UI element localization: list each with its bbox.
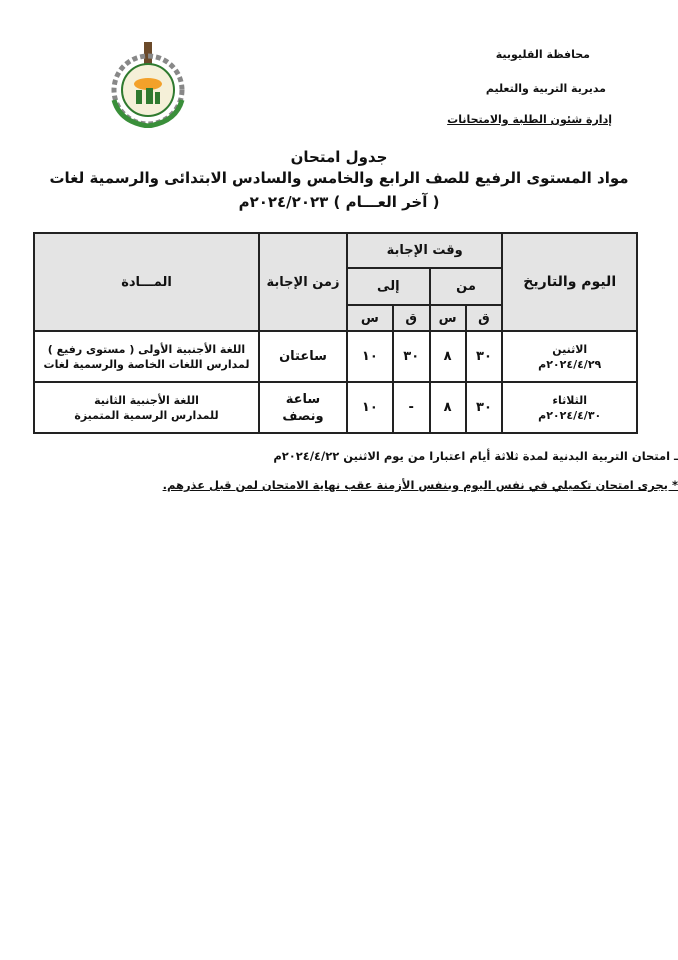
duration-cell: ساعة ونصف (258, 381, 348, 434)
from-minute-cell: ٣٠ (464, 381, 504, 434)
table-row: الثلاثاء ٢٠٢٤/٤/٣٠م ٣٠ ٨ - ١٠ ساعة ونصف ا… (32, 381, 638, 434)
subject-line: اللغة الأجنبية الثانية (94, 393, 199, 407)
from-hour-cell: ٨ (428, 381, 467, 434)
day-date-cell: الاثنين ٢٠٢٤/٤/٢٩م (501, 330, 638, 383)
subject-line: اللغة الأجنبية الأولى ( مستوى رفيع ) (47, 342, 246, 356)
header-to-minute: ق (391, 304, 431, 332)
day: الاثنين (552, 342, 588, 356)
header-day-date: اليوم والتاريخ (501, 232, 638, 332)
to-minute-cell: ٣٠ (391, 330, 431, 383)
header-to: إلى (345, 267, 431, 306)
subject-cell: اللغة الأجنبية الأولى ( مستوى رفيع ) لمدا… (32, 330, 261, 383)
to-minute-cell: - (391, 381, 431, 434)
header-from-minute: ق (464, 304, 504, 332)
day: الثلاثاء (552, 393, 588, 407)
makeup-exam-note: * يجرى امتحان تكميلي في نفس اليوم وبنفس … (162, 478, 678, 492)
pe-exam-note: ـ امتحان التربية البدنية لمدة ثلاثة أيام… (273, 449, 678, 463)
emblem-logo (111, 42, 185, 128)
table-row: الاثنين ٢٠٢٤/٤/٢٩م ٣٠ ٨ ٣٠ ١٠ ساعتان اللغ… (32, 330, 638, 383)
department-label: إدارة شئون الطلبة والامتحانات (447, 113, 612, 126)
header-subject: المـــادة (32, 232, 261, 332)
header-duration: زمن الإجابة (258, 232, 348, 332)
subject-line: لمدارس اللغات الخاصة والرسمية لغات (43, 357, 250, 371)
directorate-label: مديرية التربية والتعليم (485, 82, 606, 95)
header-answer-time: وقت الإجابة (345, 232, 504, 269)
doc-title: جدول امتحان (290, 148, 388, 166)
day-date-cell: الثلاثاء ٢٠٢٤/٤/٣٠م (501, 381, 638, 434)
header-from: من (428, 267, 504, 306)
header-from-hour: س (428, 304, 467, 332)
duration-cell: ساعتان (258, 330, 348, 383)
subject-cell: اللغة الأجنبية الثانية للمدارس الرسمية ال… (32, 381, 261, 434)
date: ٢٠٢٤/٤/٢٩م (538, 357, 602, 371)
doc-subtitle: مواد المستوى الرفيع للصف الرابع والخامس … (49, 169, 629, 187)
to-hour-cell: ١٠ (345, 330, 394, 383)
exam-schedule-table: اليوم والتاريخ وقت الإجابة زمن الإجابة ا… (32, 232, 638, 434)
to-hour-cell: ١٠ (345, 381, 394, 434)
date: ٢٠٢٤/٤/٣٠م (538, 408, 602, 422)
from-minute-cell: ٣٠ (464, 330, 504, 383)
doc-year: ( آخر العـــام ) ٢٠٢٤/٢٠٢٣م (238, 193, 440, 211)
subject-line: للمدارس الرسمية المتميزة (74, 408, 219, 422)
from-hour-cell: ٨ (428, 330, 467, 383)
governorate-label: محافظة القليوبية (495, 48, 590, 61)
header-to-hour: س (345, 304, 394, 332)
